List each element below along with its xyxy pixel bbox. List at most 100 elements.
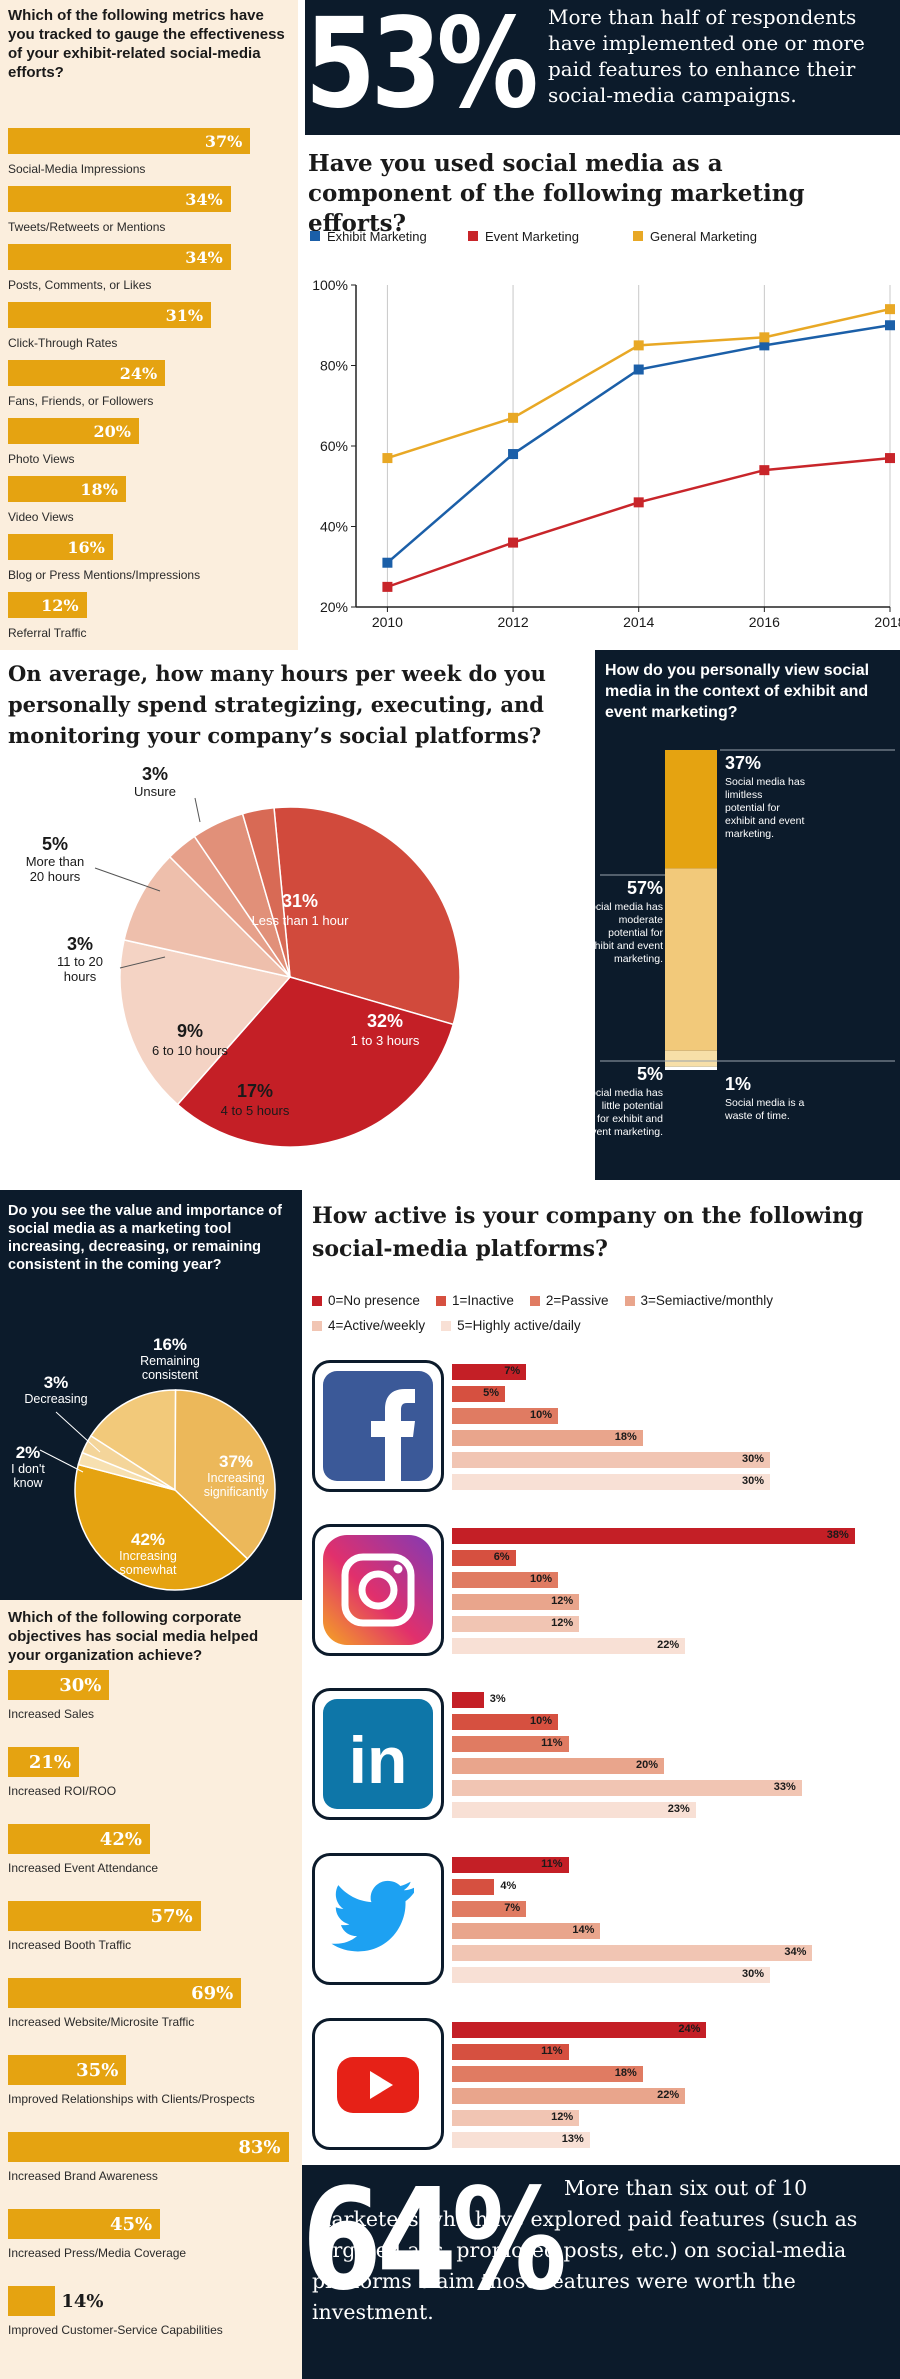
- pie-category-label: 1 to 3 hours: [351, 1033, 420, 1048]
- activity-bar: 6%: [452, 1550, 516, 1566]
- metric-bar: 37%: [8, 128, 251, 154]
- pie-category-label: 20 hours: [30, 869, 81, 884]
- activity-legend-label: 4=Active/weekly: [328, 1318, 426, 1333]
- activity-bar-value: 13%: [561, 2133, 584, 2145]
- activity-bar: 22%: [452, 2088, 686, 2104]
- pie-category-label: Remaining: [140, 1354, 200, 1368]
- data-point: [633, 364, 644, 375]
- metric-bar: 18%: [8, 476, 126, 502]
- activity-legend-swatch: [312, 1296, 322, 1307]
- metric-bar-label: Tweets/Retweets or Mentions: [8, 220, 166, 234]
- objective-bar: 14%: [8, 2286, 103, 2316]
- pie-value-label: 9%: [177, 1021, 203, 1041]
- objective-bar: 35%: [8, 2055, 127, 2085]
- pie-value-label: 31%: [282, 891, 318, 911]
- activity-bar-value: 30%: [741, 1475, 764, 1487]
- objective-bar-value: 30%: [59, 1675, 102, 1696]
- activity-legend-swatch: [441, 1321, 452, 1332]
- stat53-banner: 53% More than half of respondents have i…: [305, 0, 900, 136]
- objective-bar-label: Improved Relationships with Clients/Pros…: [8, 2092, 255, 2106]
- pie-value-label: 3%: [44, 1373, 69, 1392]
- activity-bar: 11%: [452, 1857, 569, 1873]
- activity-legend-label: 5=Highly active/daily: [457, 1318, 581, 1333]
- activity-legend-item: 1=Inactive: [435, 1288, 514, 1313]
- instagram-lens: [358, 1570, 398, 1610]
- objective-bar: 30%: [8, 1670, 110, 1700]
- activity-question: How active is your company on the follow…: [312, 1203, 864, 1262]
- twitter-bird-icon: [331, 1880, 414, 1952]
- activity-bar-value: 18%: [614, 1431, 637, 1443]
- activity-section: How active is your company on the follow…: [302, 1190, 900, 2165]
- view-category-label: Social media has: [595, 901, 663, 913]
- line-chart-section: Have you used social media as a componen…: [298, 135, 900, 650]
- y-tick-label: 80%: [320, 358, 348, 374]
- view-segment: [665, 1066, 717, 1070]
- legend-label: Exhibit Marketing: [327, 229, 427, 244]
- activity-legend-swatch: [624, 1296, 635, 1307]
- activity-legend-item: 0=No presence: [312, 1288, 420, 1313]
- activity-bar: 34%: [452, 1945, 813, 1961]
- pie-value-label: 2%: [16, 1443, 41, 1462]
- activity-bar: 38%: [452, 1528, 855, 1544]
- objective-bar-value: 57%: [150, 1906, 193, 1927]
- pie-slice: [119, 939, 292, 1106]
- data-point: [508, 537, 519, 548]
- view-question: How do you personally view social media …: [605, 662, 870, 721]
- activity-legend-swatch: [435, 1296, 446, 1307]
- activity-bar-value: 34%: [784, 1946, 807, 1958]
- view-segment: [665, 868, 717, 1051]
- view-category-label: little potential: [602, 1100, 663, 1112]
- objective-bar-value: 83%: [238, 2137, 281, 2158]
- objective-bar-value: 69%: [191, 1983, 234, 2004]
- activity-bar: 7%: [452, 1364, 527, 1380]
- objective-bar: 45%: [8, 2209, 161, 2239]
- objective-bar-value: 35%: [76, 2060, 119, 2081]
- activity-bar: 12%: [452, 1616, 580, 1632]
- activity-bar: 11%: [452, 1736, 569, 1752]
- activity-bar-value: 11%: [541, 2045, 563, 2057]
- pie-slice: [81, 1434, 176, 1491]
- activity-bar: 18%: [452, 2066, 643, 2082]
- objective-bar-value: 42%: [99, 1829, 142, 1850]
- data-point: [633, 497, 644, 508]
- metric-bar: 16%: [8, 534, 113, 560]
- metric-bar-label: Video Views: [8, 510, 74, 524]
- view-panel: How do you personally view social media …: [595, 650, 900, 1180]
- activity-bar: 13%: [452, 2132, 590, 2148]
- objective-bar-value: 14%: [61, 2291, 104, 2312]
- x-tick-label: 2016: [749, 614, 780, 630]
- metric-bar-value: 18%: [80, 480, 118, 499]
- legend-label: Event Marketing: [485, 229, 579, 244]
- data-point: [633, 340, 644, 351]
- stat64-big: 64%: [302, 2159, 567, 2322]
- activity-bar-value: 23%: [667, 1803, 690, 1815]
- pie-category-label: Increasing: [119, 1549, 177, 1563]
- pie-slice: [273, 806, 461, 1026]
- logo-graphic: [323, 2029, 433, 2139]
- pie-category-label: 11 to 20: [57, 954, 103, 969]
- activity-bar-value: 6%: [493, 1551, 510, 1563]
- line-chart-title: Have you used social media as a componen…: [308, 150, 805, 237]
- logo-graphic: [323, 1535, 433, 1645]
- data-point: [759, 340, 770, 351]
- activity-bar: 30%: [452, 1452, 770, 1468]
- objective-bar-label: Increased Booth Traffic: [8, 1938, 132, 1952]
- pie-category-label: 4 to 5 hours: [221, 1103, 290, 1118]
- activity-bar: 4%: [452, 1879, 516, 1895]
- view-category-label: potential for: [725, 802, 780, 814]
- data-point: [508, 412, 519, 423]
- leader-line: [94, 867, 161, 892]
- linkedin-icon: in: [312, 1688, 444, 1820]
- line-chart: Exhibit Marketing Event Marketing General …: [310, 229, 900, 630]
- pie-category-label: Decreasing: [24, 1392, 87, 1406]
- youtube-triangle-icon: [370, 2071, 393, 2099]
- activity-legend-swatch: [312, 1321, 322, 1332]
- objective-bar: 21%: [8, 1747, 79, 1777]
- activity-legend-label: 1=Inactive: [451, 1293, 514, 1308]
- activity-bar-value: 11%: [541, 1737, 563, 1749]
- objective-bar-label: Improved Customer-Service Capabilities: [8, 2323, 223, 2337]
- activity-bar: 3%: [452, 1692, 506, 1708]
- metric-bar: 34%: [8, 186, 231, 212]
- metric-bar: 20%: [8, 418, 139, 444]
